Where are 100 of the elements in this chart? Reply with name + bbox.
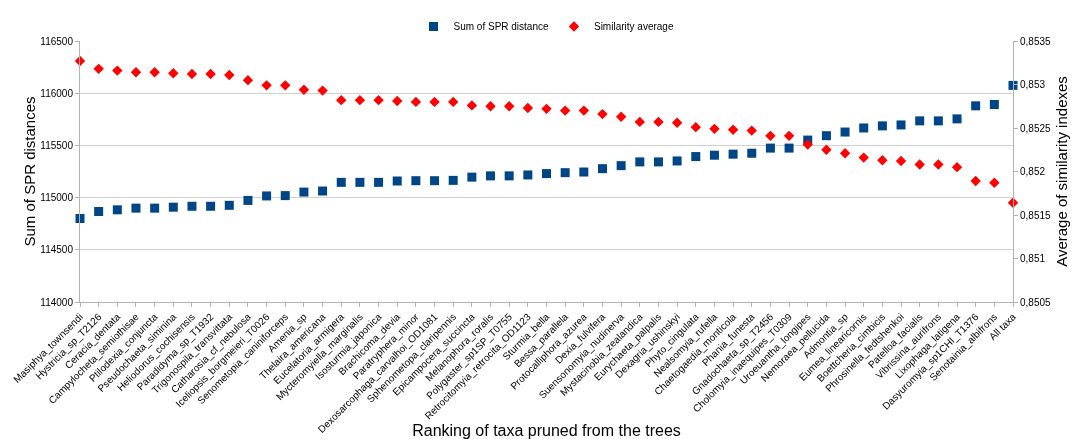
- point: [877, 154, 888, 166]
- point: [411, 176, 421, 186]
- point: [448, 96, 459, 108]
- point: [168, 202, 178, 212]
- point: [802, 139, 813, 150]
- point: [783, 130, 795, 142]
- point: [597, 164, 607, 174]
- point: [299, 187, 309, 197]
- point: [653, 157, 663, 167]
- point: [615, 111, 627, 122]
- point: [206, 201, 216, 211]
- point: [989, 177, 1000, 189]
- point: [448, 175, 458, 185]
- point: [392, 176, 402, 186]
- point: [93, 63, 104, 75]
- point: [317, 85, 328, 96]
- point: [466, 100, 478, 111]
- point: [542, 169, 551, 179]
- point: [877, 121, 887, 131]
- point: [951, 161, 963, 173]
- point: [373, 94, 384, 106]
- point: [355, 177, 365, 187]
- point: [504, 171, 514, 181]
- y2-tick-label: 0,8515: [1020, 209, 1052, 221]
- point: [709, 123, 720, 135]
- point: [243, 195, 253, 205]
- point: [336, 94, 347, 106]
- point: [597, 108, 608, 120]
- point: [410, 96, 422, 108]
- y2-tick-label: 0,853: [1020, 79, 1046, 90]
- point: [205, 68, 216, 80]
- point: [616, 161, 626, 171]
- point: [1007, 197, 1019, 209]
- point: [746, 125, 757, 136]
- point: [839, 148, 851, 159]
- point: [914, 159, 925, 170]
- point: [728, 149, 738, 159]
- y-tick-label: 116500: [40, 35, 74, 47]
- point: [653, 116, 664, 128]
- point: [318, 186, 328, 196]
- point: [224, 69, 235, 81]
- point: [952, 114, 962, 124]
- point: [112, 205, 122, 215]
- point: [186, 68, 198, 80]
- point: [672, 156, 682, 166]
- point: [579, 167, 589, 177]
- point: [727, 124, 739, 135]
- point: [971, 101, 981, 111]
- point: [298, 84, 310, 95]
- point: [486, 171, 496, 181]
- legend-label: Sum of SPR distance: [453, 21, 549, 33]
- point: [131, 203, 141, 213]
- legend-label: Similarity average: [593, 21, 674, 33]
- point: [522, 102, 534, 114]
- point: [989, 99, 999, 109]
- point: [895, 155, 907, 167]
- point: [671, 117, 683, 128]
- point: [765, 130, 776, 142]
- point: [467, 172, 477, 182]
- point: [130, 67, 142, 78]
- y-axis-title: Sum of SPR distances: [21, 96, 39, 247]
- point: [149, 67, 160, 78]
- point: [578, 105, 590, 116]
- point: [168, 67, 179, 79]
- point: [430, 176, 440, 186]
- point: [933, 159, 944, 170]
- point: [635, 157, 645, 167]
- point: [336, 177, 346, 187]
- y2-tick-label: 0,8535: [1020, 35, 1052, 47]
- point: [94, 206, 104, 216]
- point: [821, 131, 831, 141]
- point: [821, 144, 832, 155]
- y-tick-label: 114000: [40, 296, 74, 308]
- point: [709, 150, 719, 160]
- point: [896, 120, 906, 130]
- y2-tick-label: 0,8505: [1020, 296, 1052, 308]
- point: [262, 191, 272, 201]
- point: [392, 95, 403, 107]
- point: [559, 105, 571, 116]
- point: [840, 127, 850, 137]
- point: [429, 96, 440, 108]
- point: [242, 74, 254, 86]
- point: [261, 80, 272, 91]
- point: [112, 65, 123, 76]
- y-tick-label: 114500: [40, 244, 74, 256]
- y2-tick-label: 0,851: [1020, 253, 1046, 264]
- point: [747, 148, 757, 158]
- point: [933, 116, 943, 126]
- point: [224, 200, 234, 210]
- y-tick-label: 116000: [40, 87, 74, 99]
- y2-axis-title: Average of similarity indexes: [1053, 76, 1071, 267]
- point: [690, 121, 701, 133]
- point: [523, 170, 533, 180]
- y-tick-label: 115500: [40, 139, 74, 151]
- point: [858, 152, 869, 163]
- y2-tick-label: 0,852: [1020, 166, 1046, 177]
- point: [784, 143, 794, 153]
- point: [150, 203, 160, 213]
- point: [280, 80, 291, 91]
- point: [915, 116, 925, 126]
